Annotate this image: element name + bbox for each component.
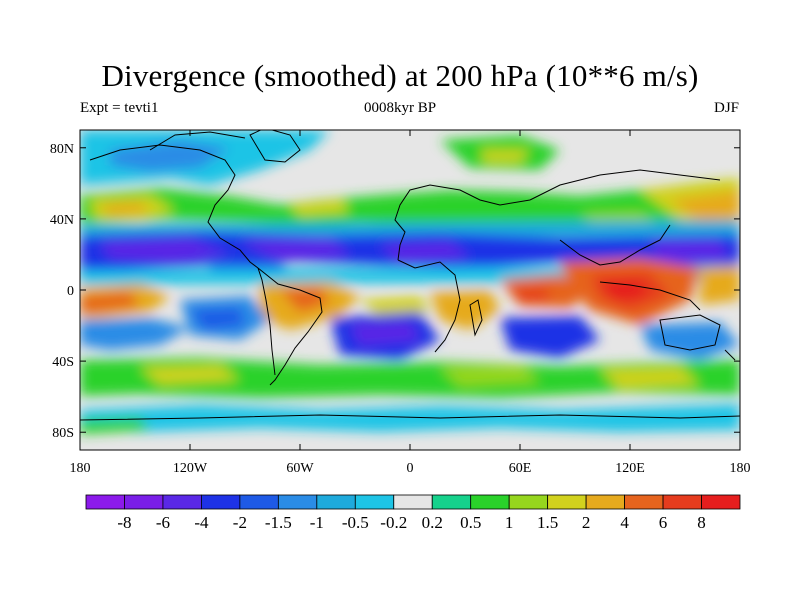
colorbar-label: 1 xyxy=(505,513,514,532)
colorbar-label: -0.5 xyxy=(342,513,369,532)
colorbar-swatch xyxy=(239,494,279,510)
colorbar-label: 1.5 xyxy=(537,513,558,532)
lon-tick-label: 60W xyxy=(286,461,314,476)
colorbar-swatch xyxy=(201,494,241,510)
latitude-axis: 80N 40N 0 40S 80S xyxy=(50,142,740,441)
colorbar-swatch xyxy=(624,494,664,510)
colorbar-swatch xyxy=(316,494,356,510)
lon-tick-label: 60E xyxy=(509,461,532,476)
colorbar-label: 2 xyxy=(582,513,591,532)
colorbar-swatch xyxy=(85,494,125,510)
colorbar-swatch xyxy=(662,494,702,510)
colorbar-swatch xyxy=(585,494,625,510)
lon-tick-label: 120W xyxy=(173,461,208,476)
lon-tick-label: 180 xyxy=(730,461,751,476)
colorbar-label: -1 xyxy=(310,513,324,532)
lon-tick-label: 0 xyxy=(407,461,414,476)
colorbar-swatch xyxy=(431,494,472,510)
colorbar-label: -4 xyxy=(194,513,209,532)
colorbar-label: -1.5 xyxy=(265,513,292,532)
colorbar-label: -6 xyxy=(156,513,170,532)
plot-title: Divergence (smoothed) at 200 hPa (10**6 … xyxy=(101,58,699,93)
experiment-label: Expt = tevti1 xyxy=(80,100,159,116)
colorbar-swatch xyxy=(124,494,164,510)
coastlines xyxy=(80,130,740,421)
longitude-axis: 180 120W 60W 0 60E 120E 180 xyxy=(70,130,751,476)
colorbar-label: 6 xyxy=(659,513,668,532)
colorbar-swatch xyxy=(470,494,510,510)
colorbar-label: 8 xyxy=(697,513,706,532)
colorbar-label: 0.2 xyxy=(422,513,443,532)
season-label: DJF xyxy=(713,100,739,116)
colorbar-label: -8 xyxy=(117,513,131,532)
lat-tick-label: 40N xyxy=(50,213,74,228)
colorbar: -8 -6 -4 -2 -1.5 -1 -0.5 -0.2 0.2 0.5 1 1.5 2 4 6 8 xyxy=(85,494,741,532)
colorbar-swatch xyxy=(393,494,433,510)
lon-tick-label: 180 xyxy=(70,461,91,476)
colorbar-swatch xyxy=(162,494,202,510)
colorbar-swatch xyxy=(701,494,741,510)
colorbar-swatch xyxy=(354,494,395,510)
colorbar-label: 0.5 xyxy=(460,513,481,532)
colorbar-swatch xyxy=(277,494,318,510)
colorbar-label: -0.2 xyxy=(380,513,407,532)
lat-tick-label: 0 xyxy=(67,284,74,299)
colorbar-swatch xyxy=(547,494,587,510)
divergence-field xyxy=(80,130,740,450)
lat-tick-label: 80S xyxy=(52,426,74,441)
colorbar-label: -2 xyxy=(233,513,247,532)
time-label: 0008kyr BP xyxy=(363,100,437,116)
lat-tick-label: 40S xyxy=(52,355,74,370)
colorbar-swatch xyxy=(508,494,549,510)
lat-tick-label: 80N xyxy=(50,142,74,157)
colorbar-label: 4 xyxy=(620,513,629,532)
lon-tick-label: 120E xyxy=(615,461,645,476)
